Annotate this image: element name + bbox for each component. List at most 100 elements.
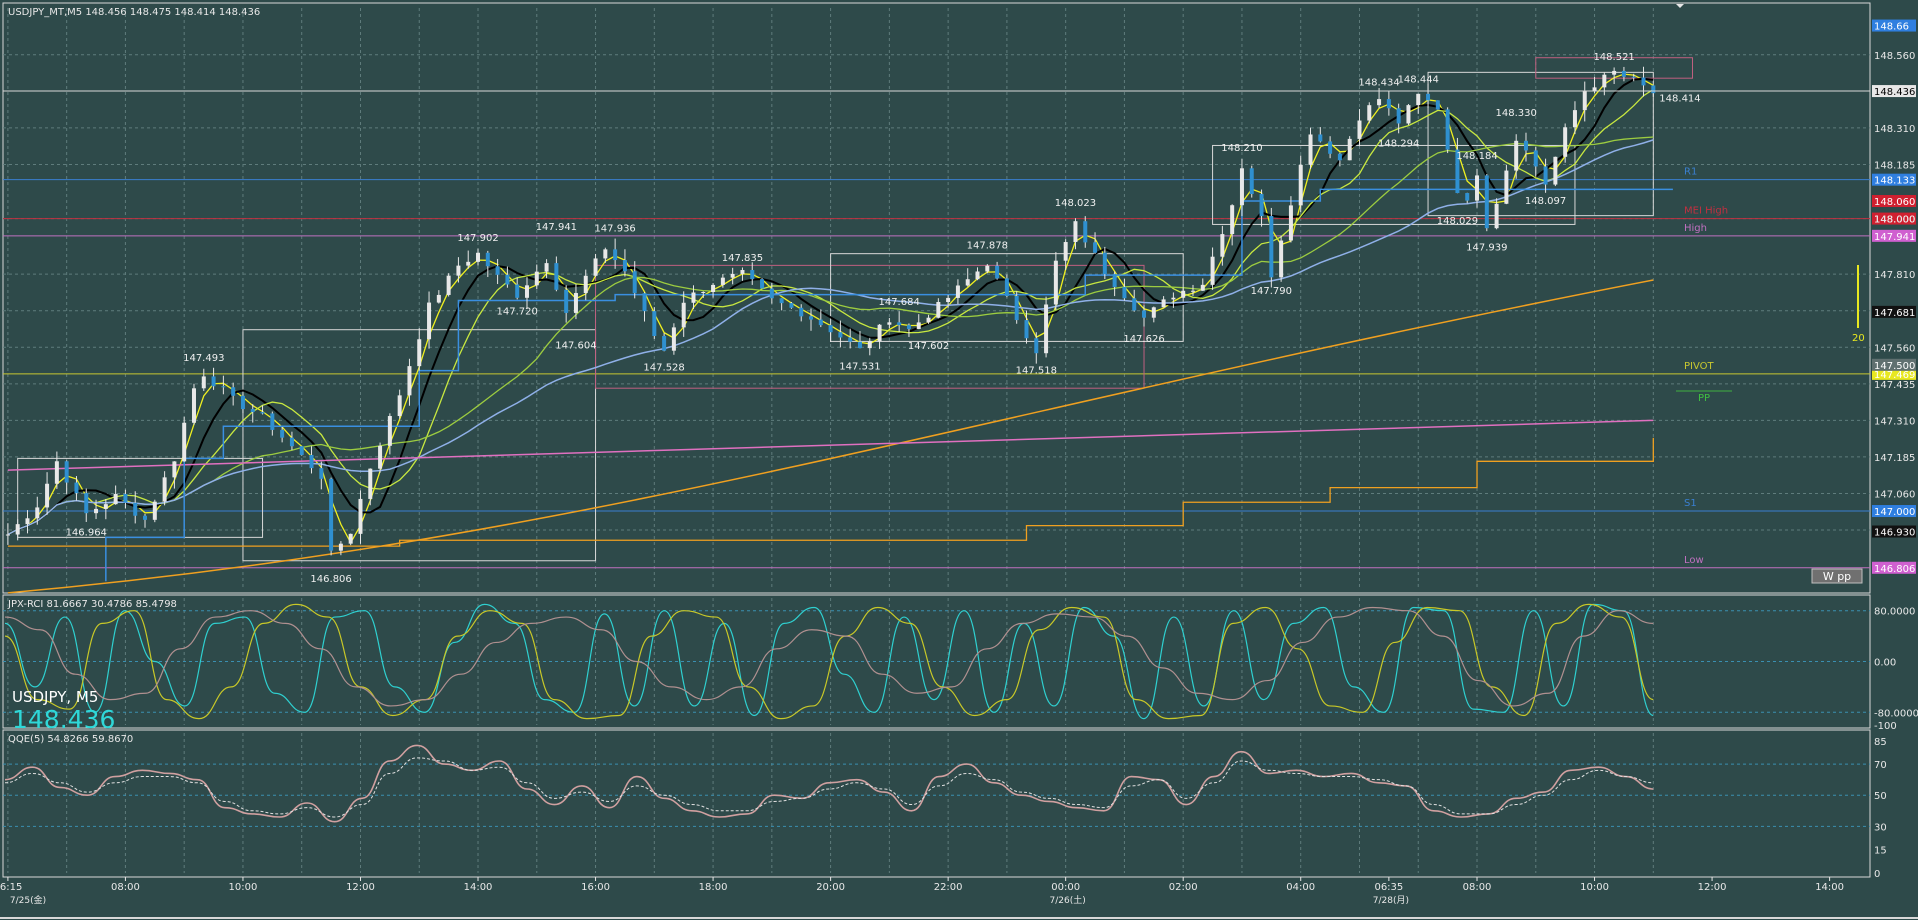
level-tag-text-1: 148.000: [1874, 215, 1915, 226]
main-header: USDJPY_MT,M5 148.456 148.475 148.414 148…: [8, 7, 260, 18]
date-label-2: 7/28(月): [1373, 895, 1409, 906]
candle-body-126: [1239, 168, 1244, 206]
swing-label-14: 147.518: [1016, 366, 1057, 377]
candle-body-68: [671, 327, 676, 351]
candle-body-87: [857, 341, 862, 349]
candle-body-115: [1132, 298, 1137, 311]
swing-label-6: 147.604: [555, 340, 596, 351]
candle-body-89: [877, 324, 882, 342]
candle-body-16: [162, 477, 167, 502]
candle-body-3: [35, 507, 40, 519]
time-label-2: 10:00: [229, 882, 258, 893]
candle-body-36: [358, 498, 363, 534]
price-tag-text-4: 147.500: [1874, 361, 1915, 372]
level-tag-5: [1872, 561, 1916, 574]
qqe-tick-5: 0: [1874, 869, 1880, 880]
candle-body-128: [1259, 194, 1264, 217]
rci-tick-3: -100: [1874, 721, 1897, 732]
candle-body-6: [64, 461, 69, 483]
candle-body-116: [1142, 310, 1147, 318]
pivot-levels: R1 148.133 MEI High 148.000 High 147.941 PIVOT…: [3, 167, 1916, 575]
candle-body-21: [211, 376, 216, 387]
candle-body-165: [1621, 70, 1626, 77]
candle-body-45: [446, 275, 451, 295]
level-tag-text-0: 148.133: [1874, 176, 1915, 187]
scroll-marker-icon[interactable]: [1676, 4, 1684, 8]
level-tag-text-4: 147.000: [1874, 507, 1915, 518]
price-tick-11: 147.060: [1874, 489, 1915, 500]
swing-label-15: 148.023: [1055, 198, 1096, 209]
swing-label-16: 147.626: [1123, 334, 1164, 345]
time-label-0: 06:15: [0, 882, 22, 893]
level-tag-text-2: 147.941: [1874, 232, 1915, 243]
candle-body-139: [1367, 105, 1372, 121]
level-label-4: S1: [1684, 498, 1697, 509]
main-panel-frame: [2, 2, 1871, 594]
candle-body-151: [1484, 175, 1489, 229]
ma-long-orange: [7, 279, 1654, 594]
candle-body-27: [270, 413, 275, 430]
pp-label: PP: [1698, 393, 1710, 404]
price-tick-4: 148.000: [1874, 215, 1915, 226]
candle-body-46: [456, 265, 461, 276]
candle-body-39: [387, 416, 392, 446]
swing-label-10: 147.684: [878, 297, 919, 308]
time-label-10: 02:00: [1169, 882, 1198, 893]
price-tick-3: 148.185: [1874, 160, 1915, 171]
session-box-5: [1427, 71, 1654, 217]
price-tag-2: [1872, 195, 1916, 208]
candle-body-79: [779, 298, 784, 304]
swing-label-19: 148.434: [1358, 78, 1399, 89]
candle-body-162: [1592, 87, 1597, 91]
candle-body-60: [593, 258, 598, 276]
candle-body-145: [1426, 93, 1431, 101]
candle-body-121: [1190, 290, 1195, 292]
swing-label-8: 147.528: [643, 363, 684, 374]
candle-body-58: [573, 293, 578, 313]
candle-body-96: [946, 297, 951, 303]
candle-body-125: [1230, 205, 1235, 235]
swing-label-2: 146.806: [310, 574, 351, 585]
rci-line-1: [4, 603, 1654, 720]
candle-body-72: [711, 284, 716, 292]
rci-tick-2: -80.0000: [1874, 708, 1918, 719]
candle-body-11: [113, 493, 118, 505]
candle-body-85: [838, 332, 843, 338]
qqe-tick-0: 85: [1874, 737, 1887, 748]
w-pp-button[interactable]: [1811, 568, 1863, 584]
candle-body-63: [622, 260, 627, 272]
time-label-4: 14:00: [464, 882, 493, 893]
qqe-tick-1: 70: [1874, 760, 1887, 771]
candle-body-156: [1533, 150, 1538, 167]
candle-body-29: [289, 437, 294, 447]
time-label-3: 12:00: [346, 882, 375, 893]
candle-body-41: [407, 366, 412, 396]
level-tag-2: [1872, 229, 1916, 242]
price-tick-7: 147.560: [1874, 343, 1915, 354]
candle-body-154: [1514, 140, 1519, 171]
candle-body-103: [1014, 296, 1019, 321]
candle-body-149: [1465, 193, 1470, 201]
candle-body-129: [1269, 216, 1274, 278]
candle-body-159: [1563, 127, 1568, 157]
rci-line-2: [4, 606, 1654, 707]
swing-label-21: 148.294: [1378, 139, 1419, 150]
level-label-1: MEI High: [1684, 206, 1728, 217]
swing-label-28: 148.414: [1659, 93, 1700, 104]
swing-label-13: 147.878: [967, 240, 1008, 251]
candle-body-37: [368, 468, 373, 499]
candle-body-81: [799, 307, 804, 317]
candle-body-123: [1210, 256, 1215, 285]
candle-body-164: [1612, 70, 1617, 75]
w-pp-label: W pp: [1823, 570, 1851, 583]
candle-body-91: [897, 322, 902, 326]
time-label-14: 10:00: [1580, 882, 1609, 893]
qqe-header: QQE(5) 54.8266 59.8670: [8, 734, 133, 745]
price-tick-0: 148.560: [1874, 51, 1915, 62]
candle-body-1: [15, 524, 20, 535]
price-tag-text-0: 148.66: [1874, 22, 1909, 33]
date-label-0: 7/25(金): [10, 894, 46, 906]
candle-body-106: [1044, 304, 1049, 354]
moving-averages: [7, 73, 1673, 594]
